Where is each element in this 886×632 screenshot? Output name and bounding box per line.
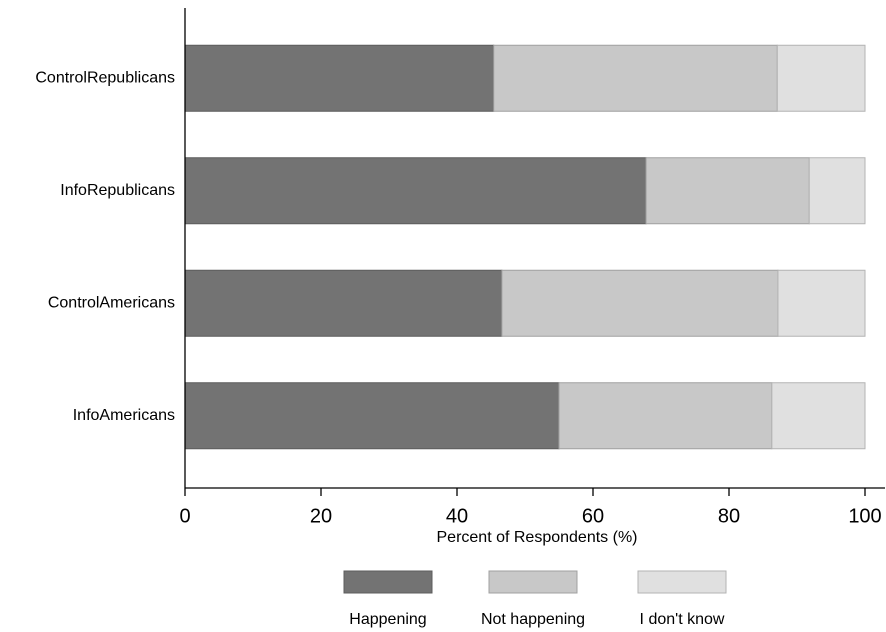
bar-segment — [645, 157, 810, 225]
x-tick-label: 100 — [848, 505, 881, 527]
x-tick-label: 0 — [179, 505, 190, 527]
x-tick-label: 20 — [310, 505, 332, 527]
bar-segment — [184, 157, 647, 225]
bar-segment — [184, 269, 503, 337]
y-tick-label: ControlAmericans — [48, 294, 175, 311]
bar-segment — [808, 157, 866, 225]
bar-segment — [501, 269, 779, 337]
bar-segment — [184, 44, 495, 112]
bar-segment — [777, 269, 866, 337]
y-tick-label: InfoRepublicans — [60, 182, 175, 199]
x-axis-label: Percent of Respondents (%) — [437, 529, 638, 546]
x-tick-label: 80 — [718, 505, 740, 527]
legend-label: I don't know — [640, 611, 725, 628]
bar-segment — [493, 44, 778, 112]
y-tick-label: InfoAmericans — [73, 407, 175, 424]
bar-segment — [558, 382, 773, 450]
legend-label: Happening — [349, 611, 426, 628]
legend-label: Not happening — [481, 611, 585, 628]
legend-swatch — [343, 570, 433, 594]
legend-swatch — [488, 570, 578, 594]
y-tick-label: ControlRepublicans — [35, 69, 175, 86]
bar-segment — [771, 382, 866, 450]
x-tick-label: 60 — [582, 505, 604, 527]
bar-segment — [776, 44, 866, 112]
x-tick-label: 40 — [446, 505, 468, 527]
legend-swatch — [637, 570, 727, 594]
bar-segment — [184, 382, 560, 450]
